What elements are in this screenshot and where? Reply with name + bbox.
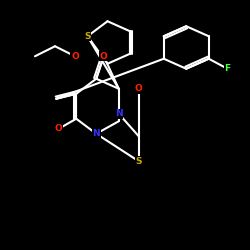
Text: F: F	[224, 64, 230, 73]
Text: N: N	[115, 109, 122, 118]
Text: S: S	[136, 157, 142, 166]
Text: O: O	[100, 52, 108, 61]
Text: O: O	[55, 124, 62, 133]
Text: N: N	[92, 129, 100, 138]
Text: O: O	[135, 84, 142, 93]
Text: O: O	[71, 52, 79, 61]
Text: S: S	[84, 32, 91, 41]
